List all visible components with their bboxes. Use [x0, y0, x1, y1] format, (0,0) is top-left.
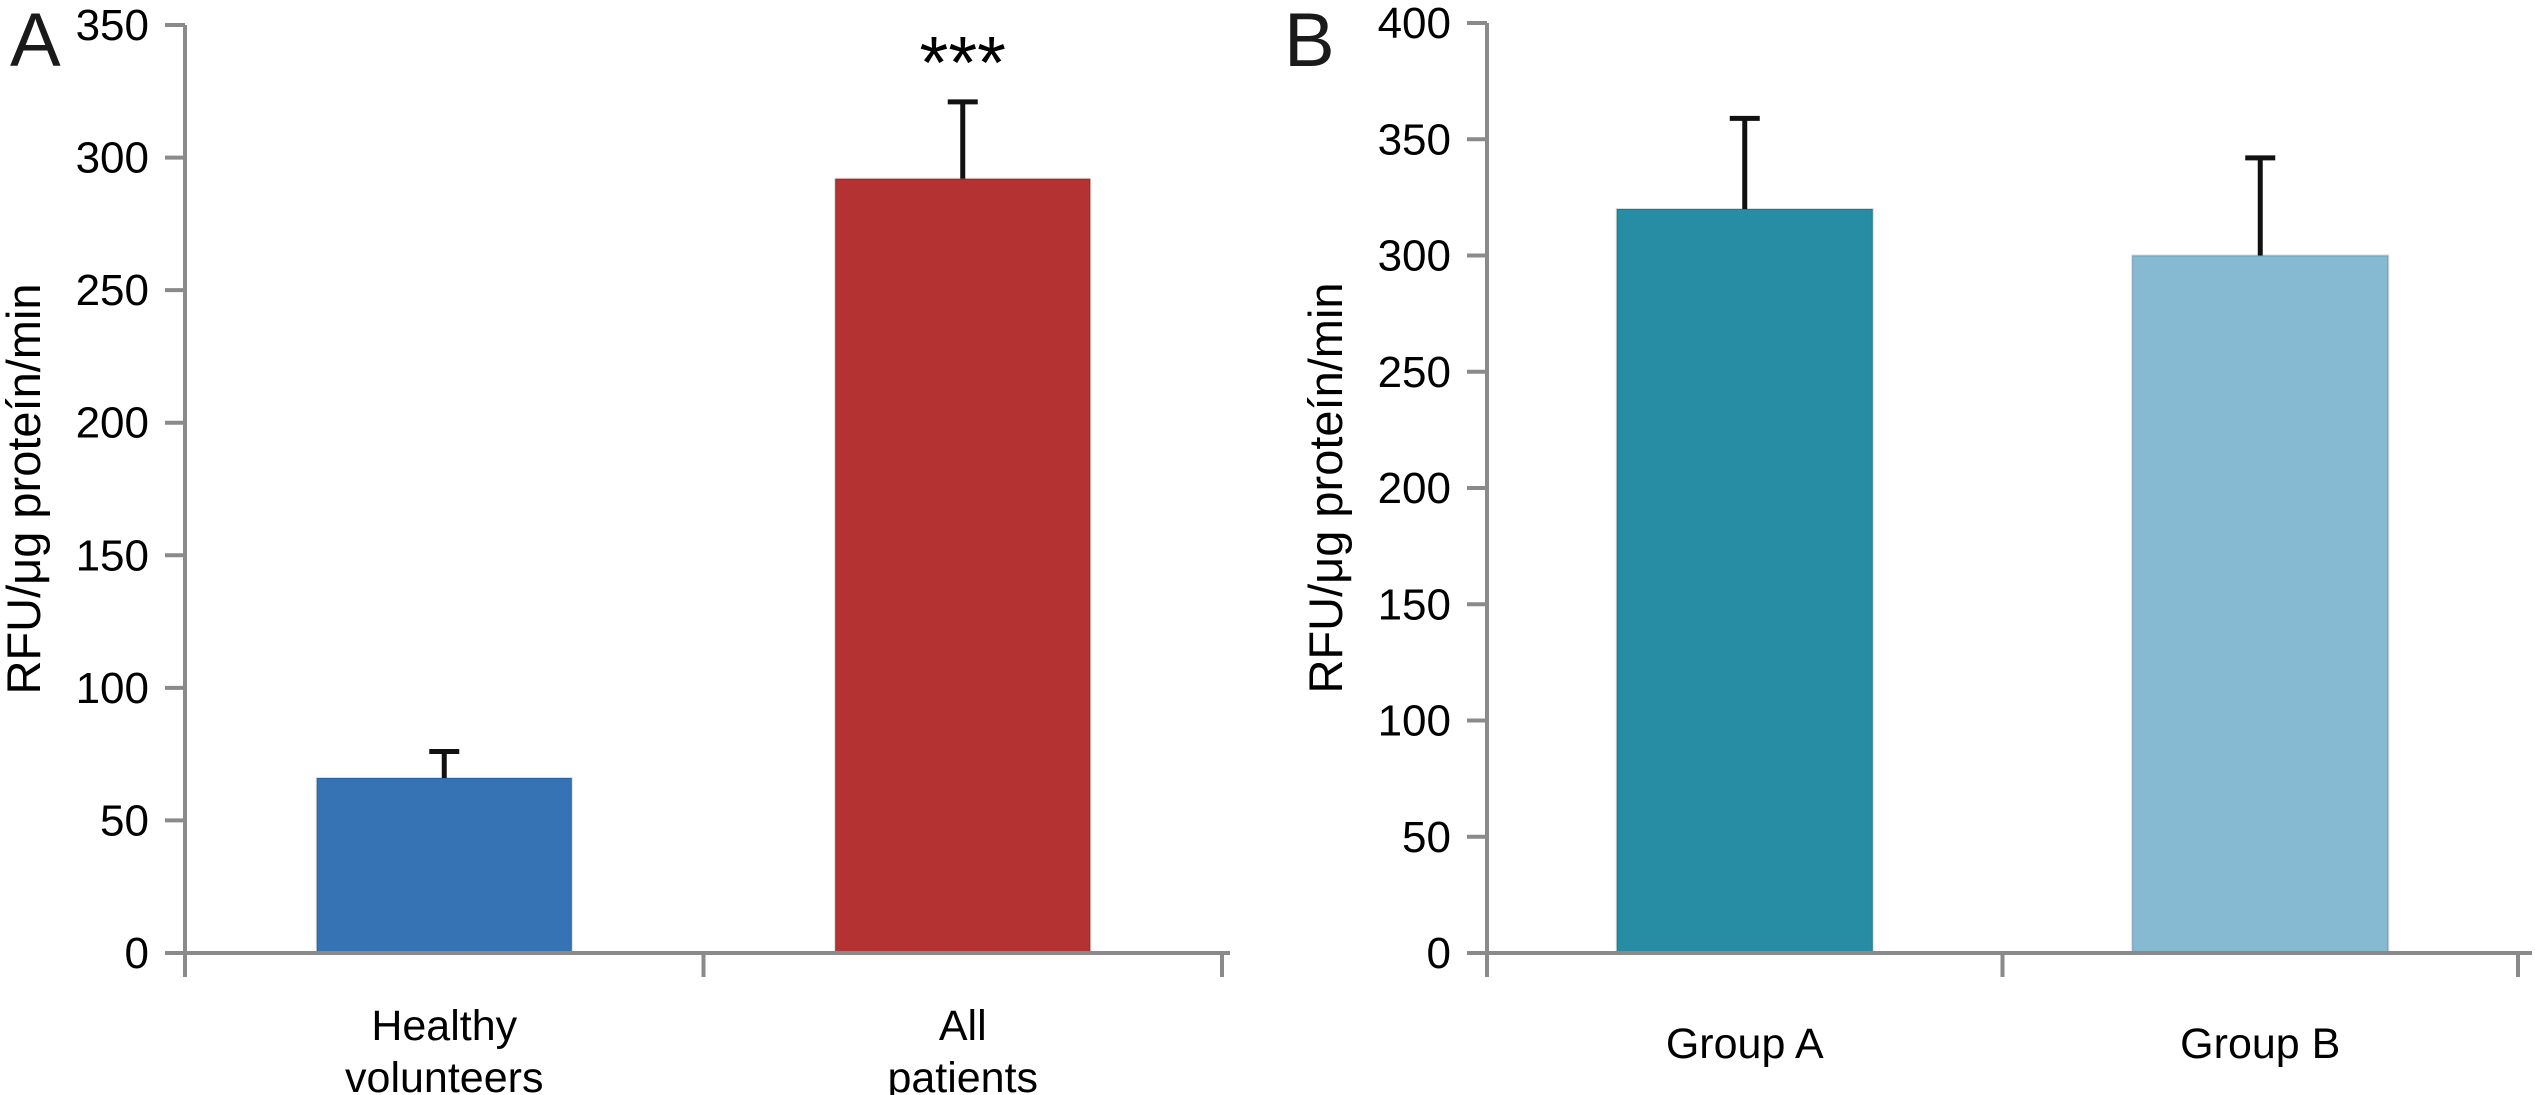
y-tick-label: 200 — [1378, 464, 1451, 513]
panel-a-label: A — [10, 0, 61, 83]
bar-healthy-volunteers — [315, 777, 573, 955]
panel-b-y-axis-title: RFU/μg proteín/min — [1299, 282, 1352, 693]
panel-b-label: B — [1284, 0, 1335, 83]
y-tick-label: 50 — [1402, 813, 1451, 862]
y-tick-label: 300 — [1378, 232, 1451, 281]
significance-stars: *** — [920, 21, 1006, 104]
panel-b-plot: 0 50 100 150 200 250 300 350 400 Group A Group B — [1378, 0, 2532, 1068]
y-tick-label: 100 — [76, 664, 149, 713]
y-tick-label: 0 — [125, 929, 149, 978]
panel-b: B RFU/μg proteín/min 0 50 100 150 200 250 300 3… — [1284, 0, 2532, 1068]
bar-group-b — [2131, 254, 2390, 954]
y-tick-label: 300 — [76, 134, 149, 183]
y-tick-label: 50 — [100, 796, 149, 845]
panel-a-y-axis-title: RFU/μg proteín/min — [0, 283, 50, 694]
y-tick-label: 350 — [76, 1, 149, 50]
y-tick-label: 350 — [1378, 115, 1451, 164]
panel-a: A RFU/μg proteín/min 0 50 100 150 200 250 300 3… — [0, 0, 1230, 1095]
category-label: Group A — [1666, 1020, 1824, 1068]
y-tick-label: 150 — [76, 531, 149, 580]
category-label: All — [939, 1002, 987, 1050]
y-tick-label: 400 — [1378, 0, 1451, 48]
category-label: volunteers — [345, 1054, 543, 1095]
y-tick-label: 0 — [1427, 929, 1451, 978]
category-label: Group B — [2180, 1020, 2340, 1068]
category-label: Healthy — [371, 1002, 517, 1050]
y-tick-label: 150 — [1378, 580, 1451, 629]
y-tick-label: 200 — [76, 399, 149, 448]
bar-all-patients — [834, 177, 1092, 955]
y-tick-label: 250 — [76, 266, 149, 315]
category-label: patients — [887, 1054, 1038, 1095]
bar-group-a — [1615, 208, 1874, 954]
y-tick-label: 100 — [1378, 697, 1451, 746]
y-tick-label: 250 — [1378, 348, 1451, 397]
